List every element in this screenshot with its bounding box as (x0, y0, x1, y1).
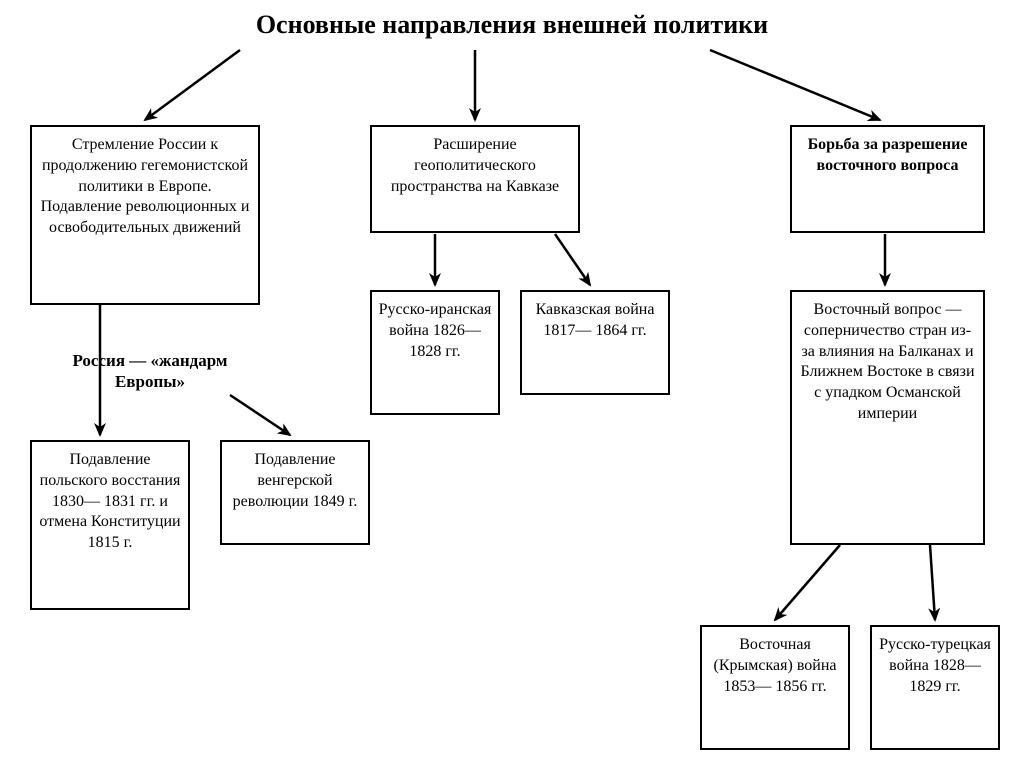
node-caucasian-war: Кавказская война 1817— 1864 гг. (520, 290, 670, 395)
diagram-title: Основные направления внешней политики (0, 10, 1024, 40)
node-russo-iranian-war: Русско-иранская война 1826— 1828 гг. (370, 290, 500, 415)
node-hungarian-revolution: Подавление венгерской революции 1849 г. (220, 440, 370, 545)
arrow-n9-n11 (930, 545, 935, 620)
node-eastern-question-struggle: Борьба за разрешение восточного вопроса (790, 125, 985, 233)
node-crimean-war: Восточная (Крымская) война 1853— 1856 гг… (700, 625, 850, 750)
arrow-n2-n8 (555, 234, 590, 285)
node-gendarme: Россия — «жандарм Европы» (50, 350, 250, 393)
node-europe-policy: Стремление России к продолжению гегемони… (30, 125, 260, 305)
arrow-title-n3 (710, 50, 880, 120)
node-eastern-question-def: Восточный вопрос — соперничество стран и… (790, 290, 985, 545)
node-polish-uprising: Подавление польского восстания 1830— 183… (30, 440, 190, 610)
node-russo-turkish-war: Русско-турецкая война 1828— 1829 гг. (870, 625, 1000, 750)
arrow-n4-n6 (230, 395, 290, 435)
arrow-n9-n10 (775, 545, 840, 620)
node-caucasus-expansion: Расширение геополитического пространства… (370, 125, 580, 233)
arrow-title-n1 (145, 50, 240, 120)
